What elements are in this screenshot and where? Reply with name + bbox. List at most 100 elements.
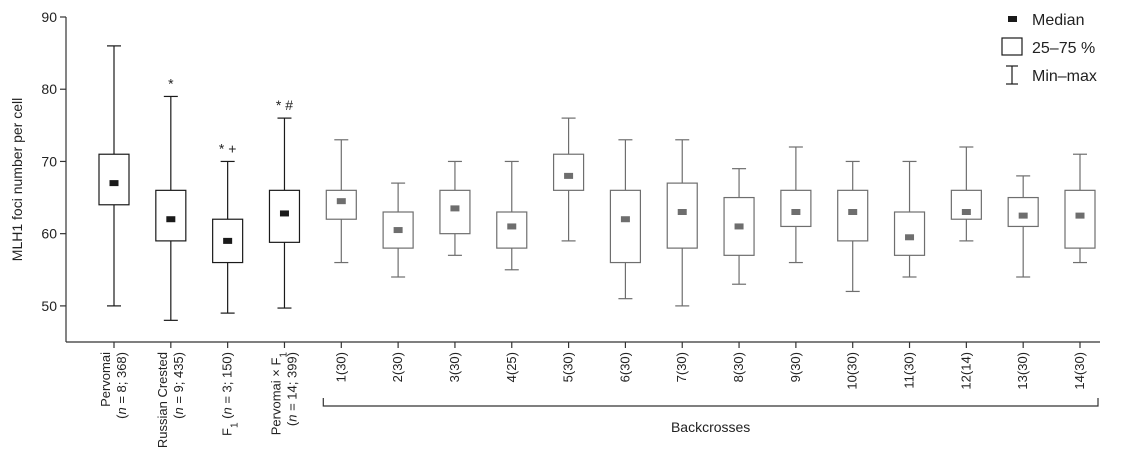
x-tick-label: 4(25) <box>504 352 519 382</box>
backcross-bracket <box>322 398 1099 407</box>
x-tick-label-line: 5(30) <box>561 352 576 382</box>
label-part: = 9; 435) <box>171 352 186 407</box>
x-tick-label: 6(30) <box>617 352 632 382</box>
label-part: n <box>114 407 129 414</box>
x-tick-label-line: Pervomai <box>98 352 113 407</box>
legend-item-median: Median <box>1008 12 1084 29</box>
label-part: 6(30) <box>617 352 632 382</box>
legend-label: Min–max <box>1032 68 1097 85</box>
label-part: = 3; 150) <box>220 352 235 407</box>
box-10 <box>609 139 642 300</box>
median-mark <box>620 216 630 223</box>
y-tick-label: 90 <box>41 9 57 25</box>
x-tick-label: 1(30) <box>333 352 348 382</box>
label-part: 11(30) <box>902 352 917 389</box>
x-tick-label-line: 1(30) <box>333 352 348 382</box>
box-12 <box>723 168 755 285</box>
x-axis: Pervomai(n = 8; 368) Russian Crested (n = … <box>66 341 1100 448</box>
median-mark <box>507 223 517 230</box>
iqr-box <box>893 211 926 256</box>
box-3: * + <box>212 140 244 314</box>
median-mark <box>734 223 744 230</box>
median-mark <box>1018 212 1028 219</box>
label-part: 12(14) <box>958 352 973 390</box>
label-part: Pervomai <box>98 352 113 407</box>
x-tick-label: 7(30) <box>674 352 689 382</box>
iqr-box <box>837 189 869 242</box>
x-tick-label-line: 3(30) <box>447 352 462 382</box>
box-1 <box>98 45 130 307</box>
significance-annotation: * # <box>276 97 293 113</box>
x-tick-label: Pervomai (n = 8; 368) <box>98 352 129 419</box>
x-tick-label-line: 10(30) <box>845 352 860 390</box>
x-tick-label-line: 11(30) <box>902 352 917 389</box>
x-tick-label: 8(30) <box>731 352 746 382</box>
legend: Median 25–75 % Min–max <box>1001 12 1097 85</box>
y-tick-label: 60 <box>41 226 57 242</box>
label-part: ( <box>171 414 186 419</box>
y-axis: 50 60 70 80 90 MLH1 foci number per cell <box>9 9 67 342</box>
legend-box-swatch <box>1001 37 1023 56</box>
box-4: * # <box>268 97 301 309</box>
legend-label: 25–75 % <box>1032 40 1095 57</box>
label-part: 5(30) <box>561 352 576 382</box>
legend-label: Median <box>1032 12 1084 29</box>
label-part: Pervomai × F <box>268 358 283 436</box>
label-part: 13(30) <box>1015 352 1030 390</box>
label-part: ( <box>114 414 129 419</box>
x-tick-label-line: 13(30) <box>1015 352 1030 390</box>
y-tick-label: 80 <box>41 81 57 97</box>
median-mark <box>166 216 176 223</box>
x-tick-label: F1 (n = 3; 150) <box>220 352 241 436</box>
x-tick-label-line: 4(25) <box>504 352 519 382</box>
box-7 <box>439 160 471 256</box>
iqr-box <box>325 189 357 220</box>
iqr-box <box>155 189 187 242</box>
box-11 <box>666 139 698 307</box>
label-part: = 8; 368) <box>114 352 129 407</box>
median-mark <box>961 209 971 215</box>
x-tick-label-line: 8(30) <box>731 352 746 382</box>
label-part: 14(30) <box>1072 352 1087 390</box>
label-part: F <box>220 428 235 436</box>
label-part: 10(30) <box>845 352 860 390</box>
x-tick-label-line: Russian Crested <box>155 352 170 448</box>
x-tick-label: 5(30) <box>561 352 576 382</box>
box-8 <box>496 160 528 271</box>
iqr-box <box>666 182 698 249</box>
x-tick-label: Russian Crested (n = 9; 435) <box>155 352 186 448</box>
iqr-box <box>609 189 642 264</box>
iqr-box <box>1007 196 1039 228</box>
x-tick-label: 14(30) <box>1072 352 1087 390</box>
label-part: 9(30) <box>788 352 803 382</box>
median-mark <box>393 227 403 234</box>
label-part: 2(30) <box>390 352 405 382</box>
x-tick-label-line: 9(30) <box>788 352 803 382</box>
x-tick-label-line: 7(30) <box>674 352 689 382</box>
significance-annotation: * + <box>219 140 237 156</box>
legend-item-whisker: Min–max <box>1006 65 1097 85</box>
y-tick-label: 70 <box>41 153 57 169</box>
median-mark <box>279 210 289 217</box>
x-tick-label-line: 12(14) <box>958 352 973 390</box>
x-tick-label: 10(30) <box>845 352 860 390</box>
x-tick-label: 9(30) <box>788 352 803 382</box>
median-mark <box>223 237 233 244</box>
x-tick-label: 13(30) <box>1015 352 1030 390</box>
box-16 <box>950 146 982 242</box>
box-9 <box>552 117 585 242</box>
y-axis-title: MLH1 foci number per cell <box>9 98 25 261</box>
median-mark <box>109 180 119 187</box>
y-tick-label: 50 <box>41 298 57 314</box>
significance-annotation: * <box>168 75 174 91</box>
label-part: 4(25) <box>504 352 519 382</box>
label-part: n <box>220 407 235 414</box>
box-6 <box>382 182 414 278</box>
label-part: n <box>284 415 299 422</box>
label-part: ( <box>220 414 235 423</box>
median-mark <box>848 209 858 215</box>
x-tick-label: 3(30) <box>447 352 462 382</box>
box-15 <box>893 160 926 278</box>
label-part: 1(30) <box>333 352 348 382</box>
median-mark <box>905 234 915 241</box>
